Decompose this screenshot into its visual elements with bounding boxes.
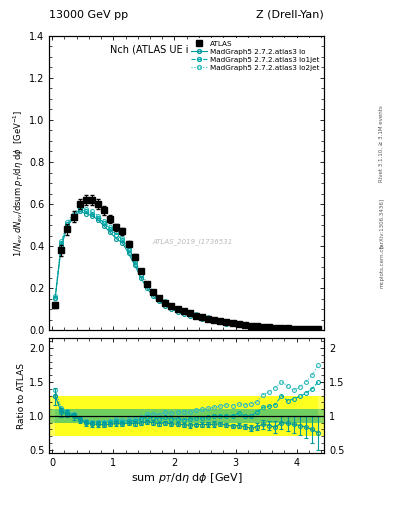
Text: Z (Drell-Yan): Z (Drell-Yan): [257, 10, 324, 19]
Y-axis label: $1/N_{ev}$ $dN_{ev}$/dsum $p_T$/d$\eta$ d$\phi$  [GeV$^{-1}$]: $1/N_{ev}$ $dN_{ev}$/dsum $p_T$/d$\eta$ …: [12, 109, 26, 257]
Text: 13000 GeV pp: 13000 GeV pp: [49, 10, 128, 19]
Text: ATLAS_2019_I1736531: ATLAS_2019_I1736531: [152, 239, 232, 245]
Text: Nch (ATLAS UE in Z production): Nch (ATLAS UE in Z production): [110, 45, 264, 55]
X-axis label: sum $p_T$/d$\eta$ d$\phi$ [GeV]: sum $p_T$/d$\eta$ d$\phi$ [GeV]: [131, 471, 242, 485]
Text: Rivet 3.1.10, ≥ 3.1M events: Rivet 3.1.10, ≥ 3.1M events: [379, 105, 384, 182]
Legend: ATLAS, MadGraph5 2.7.2.atlas3 lo, MadGraph5 2.7.2.atlas3 lo1jet, MadGraph5 2.7.2: ATLAS, MadGraph5 2.7.2.atlas3 lo, MadGra…: [188, 38, 322, 73]
Text: mcplots.cern.ch: mcplots.cern.ch: [379, 244, 384, 288]
Y-axis label: Ratio to ATLAS: Ratio to ATLAS: [17, 362, 26, 429]
Text: [arXiv:1306.3436]: [arXiv:1306.3436]: [379, 198, 384, 248]
